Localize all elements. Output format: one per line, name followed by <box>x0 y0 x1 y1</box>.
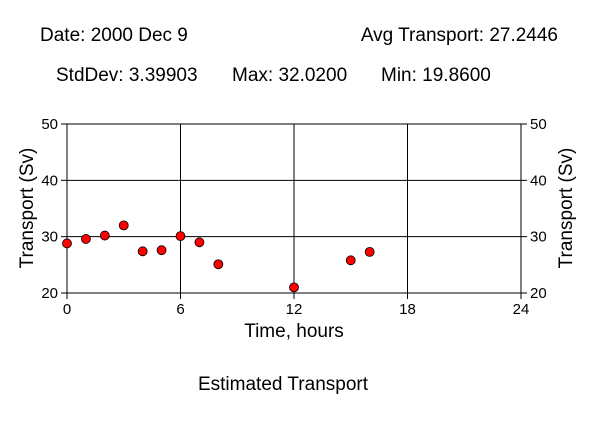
axis-ticks <box>61 123 527 299</box>
data-point <box>156 245 167 256</box>
y-tick-label-right: 30 <box>530 229 547 246</box>
y-tick-label-right: 20 <box>530 285 547 302</box>
x-tick-label: 6 <box>176 301 184 318</box>
data-point <box>62 238 72 249</box>
y-tick-label-right: 50 <box>530 116 547 133</box>
data-point <box>194 237 205 248</box>
x-tick-label: 0 <box>63 301 71 318</box>
data-point <box>81 234 91 244</box>
avg-transport-label: Avg Transport: 27.2446 <box>360 25 558 46</box>
data-point <box>364 246 375 257</box>
x-tick-label: 18 <box>399 301 416 318</box>
y-axis-title-right: Transport (Sv) <box>556 148 577 269</box>
y-tick-label-right: 40 <box>530 172 547 189</box>
x-tick-label: 12 <box>286 301 303 318</box>
x-tick-label: 24 <box>513 301 530 318</box>
data-point <box>99 230 110 241</box>
min-label: Min: 19.8600 <box>381 65 491 86</box>
stddev-label: StdDev: 3.39903 <box>56 65 198 86</box>
max-label: Max: 32.0200 <box>232 65 348 86</box>
chart-caption: Estimated Transport <box>197 374 369 395</box>
data-point <box>289 282 299 293</box>
y-tick-label-left: 20 <box>41 285 58 302</box>
y-tick-label-left: 50 <box>41 116 58 133</box>
data-point <box>345 255 356 266</box>
y-axis-title-left: Transport (Sv) <box>17 148 38 269</box>
y-tick-label-left: 40 <box>41 172 58 189</box>
data-point <box>118 220 129 231</box>
date-label: Date: 2000 Dec 9 <box>40 25 188 46</box>
y-tick-label-left: 30 <box>41 229 58 246</box>
data-point <box>213 259 224 270</box>
data-point <box>175 231 186 242</box>
data-point <box>137 246 148 257</box>
grid-lines <box>67 124 521 293</box>
data-points <box>62 220 375 293</box>
x-axis-title: Time, hours <box>244 321 344 342</box>
